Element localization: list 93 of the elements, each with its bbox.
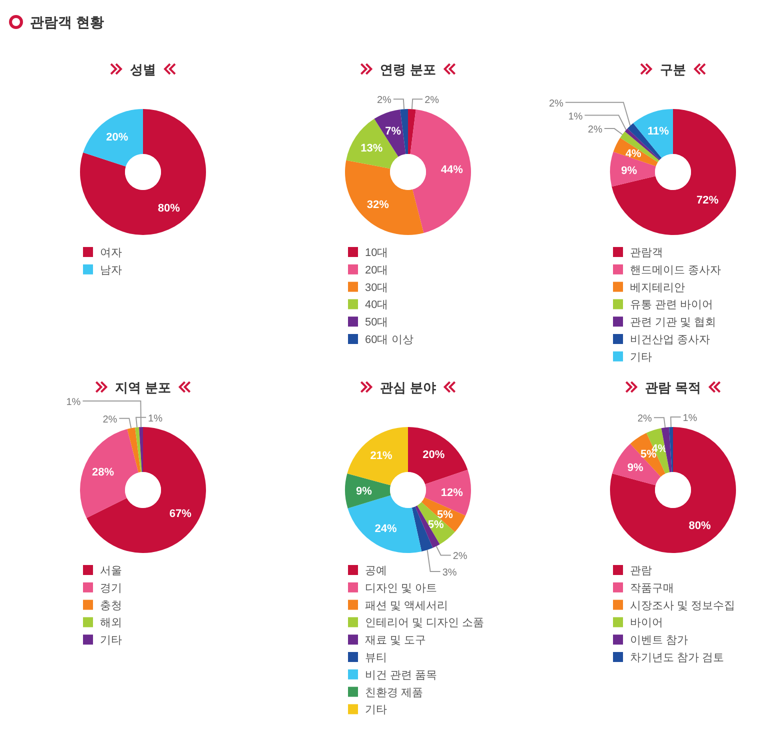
data-label: 1%: [66, 397, 81, 408]
data-label: 67%: [169, 508, 192, 520]
legend-label: 30대: [365, 282, 388, 294]
legend-label: 관람객: [630, 247, 663, 259]
data-label: 2%: [588, 124, 602, 136]
data-label: 11%: [648, 126, 670, 138]
chart-title: 관람 목적: [645, 380, 701, 395]
legend-label: 인테리어 및 디자인 소품: [365, 617, 484, 630]
donut-slice: [669, 427, 673, 472]
donut-slice: [345, 160, 424, 235]
legend-label: 기타: [100, 634, 122, 647]
legend-label: 60대 이상: [365, 334, 414, 346]
data-label: 24%: [374, 522, 398, 535]
data-label: 9%: [356, 486, 372, 498]
data-label: 9%: [621, 164, 638, 177]
legend-label: 서울: [100, 565, 122, 577]
chart-title: 지역 분포: [115, 380, 171, 395]
legend-label: 해외: [100, 617, 122, 630]
data-label: 1%: [568, 111, 583, 122]
data-label: 2%: [452, 551, 468, 562]
legend-label: 비건산업 종사자: [630, 334, 710, 346]
data-label: 1%: [682, 413, 698, 424]
data-label: 2%: [424, 95, 440, 106]
legend-label: 기타: [630, 351, 652, 364]
data-label: 32%: [366, 199, 390, 212]
chart-title: 성별: [130, 62, 156, 77]
data-label: 13%: [360, 142, 383, 154]
donut-slice: [345, 474, 391, 508]
donut-slice: [348, 495, 422, 553]
data-label: 9%: [627, 462, 644, 474]
donut-slice: [408, 109, 416, 154]
data-label: 20%: [106, 131, 128, 144]
data-label: 12%: [440, 487, 464, 500]
legend-label: 경기: [100, 582, 122, 594]
legend-label: 디자인 및 아트: [365, 582, 438, 594]
data-label: 1%: [148, 413, 163, 424]
donut-slice: [400, 109, 408, 154]
data-label: 72%: [696, 194, 719, 206]
text: 관람객 현황: [30, 14, 104, 30]
donut-slice: [80, 109, 206, 235]
data-label: 4%: [625, 148, 642, 160]
data-label: 2%: [548, 98, 564, 110]
chart-title: 구분: [660, 62, 686, 77]
donut-slice: [80, 429, 138, 518]
legend-label: 패션 및 액세서리: [365, 600, 448, 612]
data-label: 7%: [385, 126, 402, 138]
donut-slice: [408, 427, 468, 484]
legend-label: 10대: [365, 247, 388, 259]
data-label: 80%: [158, 202, 180, 215]
data-label: 5%: [428, 519, 444, 532]
legend-label: 바이어: [630, 617, 663, 630]
donut-slice: [347, 427, 408, 486]
legend-label: 유통 관련 바이어: [630, 299, 714, 312]
data-label: 21%: [370, 450, 392, 462]
legend-label: 뷰티: [365, 652, 387, 664]
legend-label: 이벤트 참가: [630, 634, 688, 647]
data-label: 80%: [688, 520, 711, 532]
legend-label: 재료 및 도구: [365, 634, 426, 647]
donut-slice: [612, 109, 736, 235]
donut-slice: [135, 427, 142, 472]
chart-title: 연령 분포: [380, 62, 436, 77]
legend-label: 남자: [100, 264, 122, 276]
donut-slice: [83, 109, 143, 166]
data-label: 5%: [436, 508, 454, 521]
legend-label: 관련 기관 및 협회: [630, 316, 716, 329]
donut-slice: [410, 109, 471, 234]
donut-slice: [127, 428, 141, 473]
legend-label: 기타: [365, 704, 387, 716]
legend-label: 50대: [365, 316, 388, 329]
data-label: 28%: [92, 466, 114, 479]
legend-label: 공예: [365, 565, 387, 577]
data-label: 44%: [440, 164, 464, 176]
legend-label: 관람: [630, 565, 652, 577]
legend-label: 20대: [365, 264, 388, 276]
legend-label: 핸드메이드 종사자: [630, 264, 722, 276]
donut-slice: [610, 427, 736, 553]
data-label: 2%: [376, 95, 392, 106]
legend-label: 차기년도 참가 검토: [630, 652, 724, 664]
legend-label: 친환경 제품: [365, 686, 424, 699]
data-label: 3%: [442, 567, 457, 578]
legend-label: 비건 관련 품목: [365, 669, 438, 682]
legend-label: 작품구매: [630, 582, 674, 594]
legend-label: 시장조사 및 정보수집: [630, 600, 736, 612]
legend-label: 충청: [100, 600, 122, 612]
data-label: 2%: [637, 414, 652, 425]
donut-slice: [86, 427, 206, 553]
legend-label: 여자: [100, 247, 122, 259]
donut-slice: [139, 427, 143, 472]
data-label: 20%: [422, 449, 445, 462]
legend-label: 40대: [365, 299, 388, 312]
data-label: 2%: [102, 414, 118, 426]
legend-label: 베지테리안: [630, 282, 685, 294]
chart-title: 관심 분야: [380, 380, 436, 395]
